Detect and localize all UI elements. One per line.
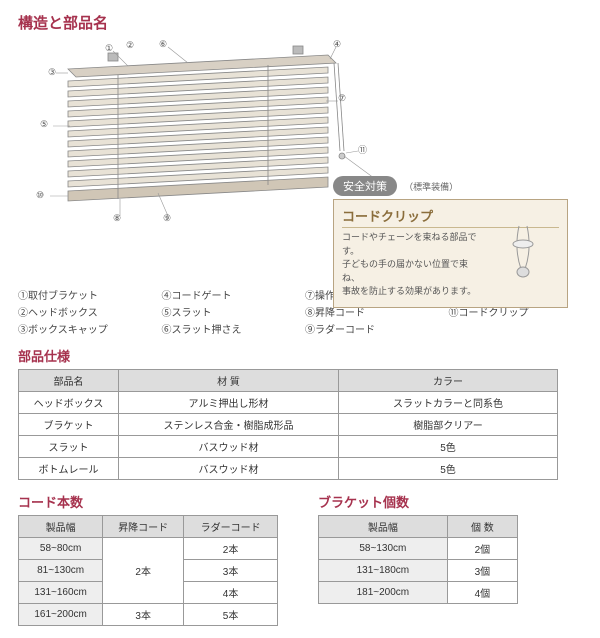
legend-item: ③ボックスキャップ <box>18 321 152 336</box>
bracket-title: ブラケット個数 <box>318 492 518 511</box>
th: 個 数 <box>447 516 517 538</box>
th: 部品名 <box>19 370 119 392</box>
legend-item: ⑨ラダーコード <box>305 321 439 336</box>
td: 2個 <box>447 538 517 560</box>
blind-illustration <box>38 41 378 241</box>
th: 材 質 <box>119 370 339 392</box>
legend-item: ②ヘッドボックス <box>18 304 152 319</box>
legend-item: ⑤スラット <box>162 304 296 319</box>
cord-title: コード本数 <box>18 492 278 511</box>
td: 3個 <box>447 560 517 582</box>
td: ブラケット <box>19 414 119 436</box>
th: 製品幅 <box>19 516 103 538</box>
safety-badge: 安全対策 <box>333 176 397 196</box>
safety-desc: コードやチェーンを束ねる部品です。 子どもの手の届かない位置で束ね、 事故を防止… <box>342 231 482 299</box>
td: 181~200cm <box>319 582 448 604</box>
td: 4本 <box>184 582 278 604</box>
td: 161~200cm <box>19 604 103 626</box>
td: スラット <box>19 436 119 458</box>
callout-1: ① <box>105 43 113 54</box>
td: 5本 <box>184 604 278 626</box>
callout-10: ⑩ <box>36 190 44 201</box>
td: 131~160cm <box>19 582 103 604</box>
td: 3本 <box>184 560 278 582</box>
td: 131~180cm <box>319 560 448 582</box>
th: 昇降コード <box>103 516 184 538</box>
td: 2本 <box>184 538 278 560</box>
bracket-table: 製品幅 個 数 58~130cm2個 131~180cm3個 181~200cm… <box>318 515 518 604</box>
legend-item <box>449 321 583 336</box>
td: 58~80cm <box>19 538 103 560</box>
callout-4: ④ <box>333 39 341 50</box>
cord-clip-icon <box>499 224 559 279</box>
legend-item: ⑥スラット押さえ <box>162 321 296 336</box>
callout-5: ⑤ <box>40 119 48 130</box>
safety-sub: （標準装備） <box>404 182 458 192</box>
spec-title: 部品仕様 <box>18 346 582 365</box>
td: 樹脂部クリアー <box>339 414 558 436</box>
th: ラダーコード <box>184 516 278 538</box>
td: 3本 <box>103 604 184 626</box>
callout-2: ② <box>126 40 134 51</box>
td: ステンレス合金・樹脂成形品 <box>119 414 339 436</box>
blind-diagram: ① ⑥ ② ③ ④ ⑤ ⑦ ⑧ ⑨ ⑩ ⑪ 安全対策 （標準装備） コードクリッ… <box>18 41 578 281</box>
td: スラットカラーと同系色 <box>339 392 558 414</box>
cord-table: 製品幅 昇降コード ラダーコード 58~80cm2本2本 81~130cm3本 … <box>18 515 278 626</box>
td: アルミ押出し形材 <box>119 392 339 414</box>
safety-callout: 安全対策 （標準装備） コードクリップ コードやチェーンを束ねる部品です。 子ど… <box>333 176 568 308</box>
th: 製品幅 <box>319 516 448 538</box>
td: 4個 <box>447 582 517 604</box>
callout-9: ⑨ <box>163 213 171 224</box>
td: 2本 <box>103 538 184 604</box>
td: 5色 <box>339 436 558 458</box>
structure-title: 構造と部品名 <box>18 12 582 33</box>
callout-6: ⑥ <box>159 39 167 50</box>
legend-item: ①取付ブラケット <box>18 287 152 302</box>
spec-table: 部品名 材 質 カラー ヘッドボックスアルミ押出し形材スラットカラーと同系色 ブ… <box>18 369 558 480</box>
td: ボトムレール <box>19 458 119 480</box>
callout-8: ⑧ <box>113 213 121 224</box>
td: 5色 <box>339 458 558 480</box>
td: 58~130cm <box>319 538 448 560</box>
td: 81~130cm <box>19 560 103 582</box>
callout-3: ③ <box>48 67 56 78</box>
td: バスウッド材 <box>119 436 339 458</box>
callout-11: ⑪ <box>358 143 367 156</box>
td: ヘッドボックス <box>19 392 119 414</box>
legend-item: ④コードゲート <box>162 287 296 302</box>
td: バスウッド材 <box>119 458 339 480</box>
th: カラー <box>339 370 558 392</box>
callout-7: ⑦ <box>338 93 346 104</box>
